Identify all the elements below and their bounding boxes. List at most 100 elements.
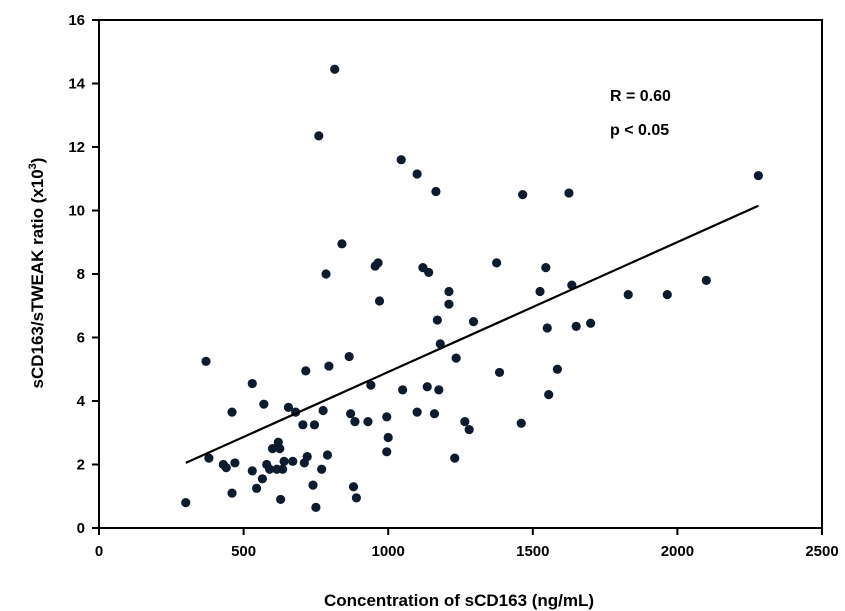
- data-point: [429, 409, 440, 419]
- x-tick-label: 1000: [372, 543, 405, 560]
- data-point: [275, 444, 285, 454]
- data-point: [541, 263, 551, 273]
- y-axis-ticks: 0 2 4 6 8 10 12 14 16: [68, 12, 99, 537]
- data-point: [444, 286, 454, 297]
- y-tick-label: 8: [77, 266, 85, 283]
- y-tick-label: 12: [68, 139, 85, 156]
- data-point: [302, 451, 312, 462]
- data-point: [288, 456, 298, 466]
- data-point: [373, 258, 383, 268]
- data-point: [201, 356, 211, 366]
- y-axis-title-end: ): [28, 158, 47, 164]
- data-point: [383, 432, 393, 443]
- data-point: [276, 494, 286, 505]
- data-point: [309, 420, 320, 430]
- data-point: [398, 385, 408, 395]
- data-point: [366, 380, 376, 390]
- plot-frame: [98, 19, 823, 529]
- data-point: [434, 385, 444, 395]
- data-point: [278, 464, 288, 474]
- data-point: [552, 364, 562, 374]
- data-point: [346, 409, 356, 419]
- data-point: [435, 339, 445, 349]
- data-point: [571, 321, 581, 331]
- y-tick-label: 2: [77, 457, 85, 474]
- y-tick-label: 16: [68, 12, 85, 29]
- data-point: [412, 407, 422, 417]
- data-point: [535, 286, 545, 297]
- data-point: [564, 188, 574, 198]
- data-point: [321, 269, 331, 279]
- data-point: [468, 317, 479, 327]
- y-axis-title-main: sCD163/sTWEAK ratio (x10: [28, 169, 47, 388]
- data-point: [382, 412, 392, 422]
- data-point: [586, 318, 596, 328]
- x-axis-ticks: 0 500 1000 1500 2000 2500: [95, 528, 839, 560]
- data-point: [344, 351, 354, 362]
- data-point: [227, 488, 237, 498]
- data-point: [301, 366, 311, 376]
- data-point: [350, 417, 360, 427]
- trend-line: [185, 204, 759, 464]
- x-tick-label: 2000: [661, 543, 694, 560]
- data-point: [374, 296, 385, 306]
- data-point: [283, 402, 294, 412]
- data-point: [348, 482, 359, 492]
- y-tick-label: 6: [77, 330, 85, 347]
- data-point: [382, 447, 392, 457]
- x-tick-label: 0: [95, 543, 103, 560]
- x-tick-label: 2500: [805, 543, 838, 560]
- data-point: [412, 169, 422, 179]
- data-point: [450, 453, 460, 463]
- data-point: [396, 155, 406, 165]
- data-point: [259, 399, 269, 409]
- data-point: [351, 493, 361, 503]
- y-tick-label: 14: [68, 76, 85, 93]
- data-point: [227, 407, 237, 417]
- data-point: [265, 464, 275, 474]
- data-point: [753, 170, 763, 181]
- data-point: [317, 464, 327, 474]
- data-point: [544, 390, 554, 400]
- data-point: [252, 483, 262, 493]
- data-point: [363, 417, 373, 427]
- data-point: [267, 444, 278, 454]
- data-point: [701, 275, 711, 285]
- y-tick-label: 0: [77, 520, 85, 537]
- data-point: [451, 353, 461, 363]
- data-point: [431, 186, 441, 197]
- data-point: [204, 453, 214, 463]
- data-point: [337, 239, 347, 249]
- data-points: [181, 64, 763, 512]
- data-point: [257, 474, 267, 484]
- data-point: [324, 361, 334, 371]
- data-point: [181, 498, 191, 508]
- annotation-r: R = 0.60: [610, 88, 671, 105]
- data-point: [311, 502, 321, 512]
- data-point: [494, 367, 505, 378]
- x-tick-label: 500: [231, 543, 256, 560]
- data-point: [247, 378, 257, 389]
- data-point: [492, 258, 502, 268]
- data-point: [623, 290, 633, 300]
- data-point: [516, 418, 526, 428]
- data-point: [247, 466, 257, 476]
- data-point: [298, 420, 308, 430]
- y-axis-title-superscript: 3: [27, 163, 39, 169]
- y-tick-label: 10: [68, 203, 85, 220]
- data-point: [221, 463, 231, 473]
- y-axis-title: sCD163/sTWEAK ratio (x103): [27, 158, 47, 389]
- data-point: [518, 190, 528, 200]
- data-point: [230, 458, 240, 468]
- data-point: [542, 323, 552, 333]
- data-point: [444, 299, 454, 309]
- data-point: [318, 405, 328, 416]
- y-tick-label: 4: [77, 393, 86, 410]
- data-point: [464, 424, 474, 435]
- x-axis-title: Concentration of sCD163 (ng/mL): [324, 591, 594, 610]
- data-point: [322, 450, 333, 460]
- data-point: [330, 64, 340, 74]
- data-point: [314, 131, 324, 141]
- x-tick-label: 1500: [516, 543, 549, 560]
